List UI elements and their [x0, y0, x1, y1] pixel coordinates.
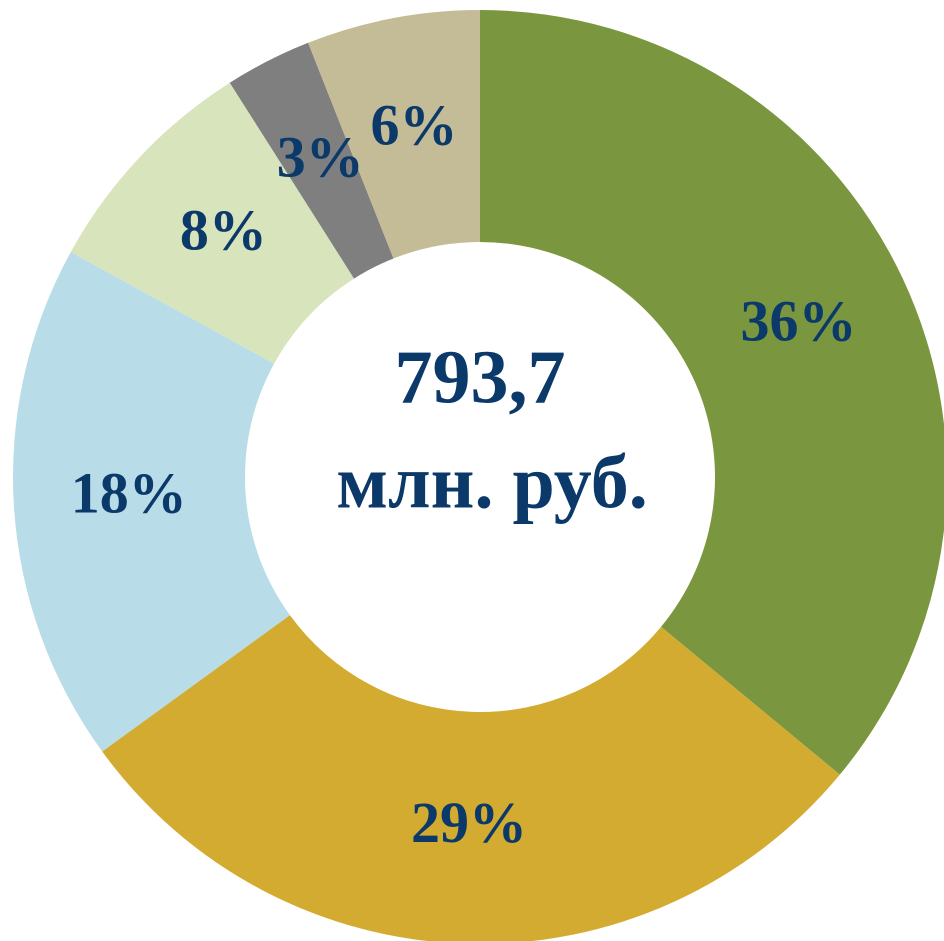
slice — [308, 10, 480, 259]
slice — [102, 615, 840, 941]
center-value: 793,7 — [395, 335, 566, 419]
center-unit: млн. руб. — [336, 440, 647, 524]
slice — [229, 42, 394, 279]
slice — [480, 10, 944, 775]
data-label: 36% — [740, 288, 856, 353]
slice — [12, 252, 290, 752]
data-label: 6% — [371, 93, 458, 158]
slices — [12, 10, 944, 941]
data-label: 29% — [411, 790, 527, 855]
data-label: 8% — [180, 197, 267, 262]
data-label: 18% — [71, 460, 187, 525]
slice — [70, 82, 355, 364]
data-label: 3% — [277, 125, 364, 190]
